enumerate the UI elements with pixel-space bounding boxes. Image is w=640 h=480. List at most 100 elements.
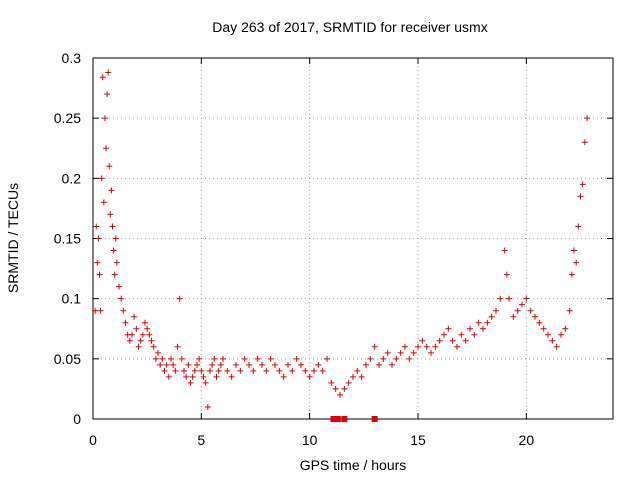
data-point [104, 91, 111, 98]
data-point [157, 361, 164, 368]
data-point [415, 343, 421, 350]
data-point [575, 223, 582, 230]
data-point [259, 361, 265, 368]
data-points [92, 69, 590, 410]
data-point [471, 331, 478, 338]
data-point [410, 349, 417, 356]
data-point [135, 343, 142, 350]
data-point [358, 373, 365, 380]
data-point [432, 343, 439, 350]
data-point [371, 343, 378, 350]
data-point [527, 307, 534, 314]
data-point [106, 163, 113, 170]
data-point [152, 355, 159, 362]
data-point [514, 307, 521, 314]
data-point [285, 361, 291, 368]
data-point [523, 295, 530, 302]
x-axis-label: GPS time / hours [300, 457, 407, 473]
data-point [241, 355, 248, 362]
data-point [315, 361, 322, 368]
data-point [191, 367, 198, 374]
data-point [250, 367, 257, 374]
data-point [148, 337, 155, 344]
data-point [110, 247, 117, 254]
data-point [571, 247, 577, 254]
data-point [142, 319, 148, 326]
data-point [174, 343, 181, 350]
data-point [506, 295, 512, 302]
data-point [172, 367, 179, 374]
annotation-square [341, 416, 348, 422]
data-point [163, 361, 170, 368]
data-point [423, 343, 430, 350]
data-point [220, 355, 226, 362]
data-point [454, 343, 460, 350]
data-point [108, 187, 115, 194]
data-point [98, 175, 105, 182]
x-tick-label: 15 [410, 432, 426, 448]
data-point [436, 337, 443, 344]
data-point [577, 193, 584, 200]
data-point [165, 373, 172, 380]
data-point [302, 367, 309, 374]
plot-frame [92, 57, 614, 420]
x-tick-label: 10 [302, 432, 318, 448]
data-point [213, 373, 220, 380]
data-point [100, 199, 107, 206]
data-point [332, 385, 339, 392]
data-point [462, 337, 469, 344]
y-tick-label: 0 [73, 411, 81, 427]
data-point [181, 367, 187, 374]
data-point [497, 295, 504, 302]
data-point [445, 325, 452, 332]
data-point [209, 361, 216, 368]
data-point [510, 313, 517, 320]
annotation-square [330, 416, 337, 422]
data-point [196, 355, 203, 362]
data-point [207, 367, 213, 374]
axis-ticks: 0 0.05 0.1 0.15 0.2 0.25 0.3 0 5 10 15 20 [54, 50, 613, 448]
data-point [376, 361, 382, 368]
data-point [380, 355, 387, 362]
data-point [566, 307, 573, 314]
annotation-square [371, 416, 378, 422]
data-point [217, 361, 224, 368]
data-point [280, 373, 287, 380]
data-point [354, 367, 361, 374]
data-point [155, 349, 161, 356]
data-point [581, 139, 588, 146]
annotation-square [334, 416, 341, 422]
data-point [144, 325, 151, 332]
data-point [328, 379, 335, 386]
data-point [116, 283, 122, 290]
data-point [246, 361, 252, 368]
data-point [224, 367, 231, 374]
data-point [176, 295, 183, 302]
data-point [484, 319, 491, 326]
data-point [441, 331, 447, 338]
data-point [306, 373, 313, 380]
data-point [558, 331, 564, 338]
data-point [397, 349, 404, 356]
y-axis-label: SRMTID / TECUs [5, 183, 21, 293]
grid [93, 58, 613, 419]
data-point [96, 271, 103, 278]
y-tick-label: 0.15 [54, 231, 81, 247]
data-point [237, 367, 244, 374]
data-point [488, 313, 495, 320]
y-tick-label: 0.05 [54, 351, 81, 367]
data-point [228, 373, 235, 380]
data-point [324, 355, 330, 362]
data-point [254, 355, 261, 362]
data-point [129, 331, 135, 338]
data-point [393, 355, 400, 362]
data-point [200, 373, 207, 380]
data-point [579, 181, 586, 188]
annotation-squares [330, 416, 378, 422]
data-point [126, 337, 133, 344]
data-point [532, 313, 538, 320]
data-point [113, 259, 120, 266]
data-point [170, 361, 177, 368]
data-point [146, 331, 153, 338]
